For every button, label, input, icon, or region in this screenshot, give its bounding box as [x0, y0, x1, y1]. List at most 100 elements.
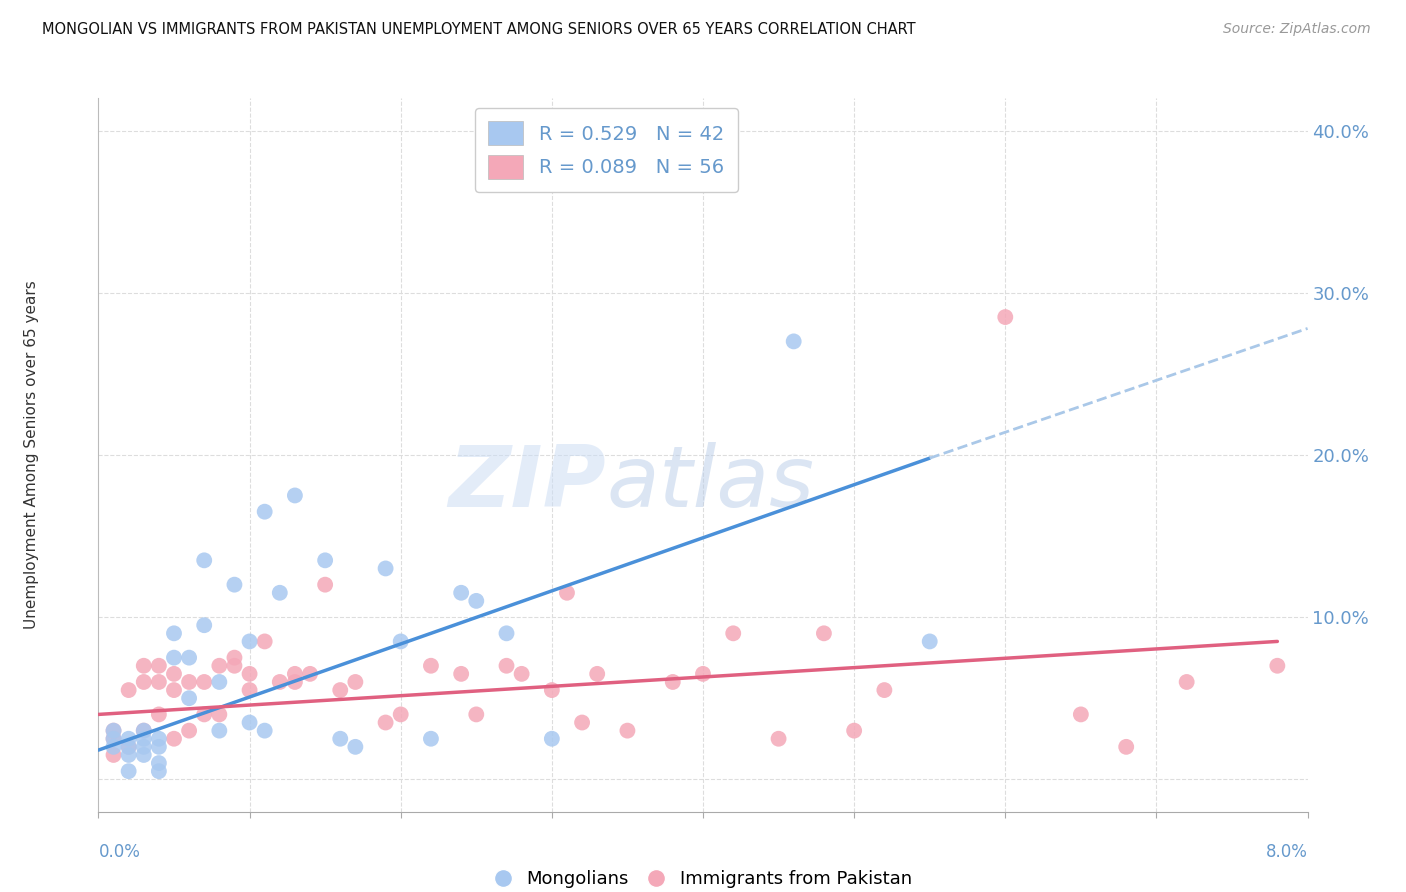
Point: [253, 634, 276, 648]
Point: [662, 675, 685, 690]
Point: [873, 683, 896, 698]
Point: [208, 658, 231, 673]
Point: [495, 626, 517, 640]
Point: [103, 747, 125, 762]
Point: [163, 731, 186, 746]
Point: [344, 739, 367, 754]
Point: [132, 658, 155, 673]
Point: [692, 666, 714, 681]
Point: [541, 731, 564, 746]
Point: [239, 634, 262, 648]
Point: [179, 723, 201, 738]
Point: [193, 553, 215, 567]
Point: [132, 747, 155, 762]
Point: [555, 586, 578, 600]
Point: [179, 691, 201, 706]
Point: [450, 666, 472, 681]
Point: [314, 577, 336, 591]
Point: [465, 707, 488, 722]
Point: [239, 715, 262, 730]
Point: [193, 707, 215, 722]
Point: [374, 715, 396, 730]
Point: [783, 334, 806, 349]
Point: [118, 731, 141, 746]
Point: [813, 626, 835, 640]
Point: [389, 707, 412, 722]
Point: [723, 626, 745, 640]
Text: MONGOLIAN VS IMMIGRANTS FROM PAKISTAN UNEMPLOYMENT AMONG SENIORS OVER 65 YEARS C: MONGOLIAN VS IMMIGRANTS FROM PAKISTAN UN…: [42, 22, 915, 37]
Point: [118, 764, 141, 779]
Point: [329, 683, 352, 698]
Point: [103, 731, 125, 746]
Point: [132, 739, 155, 754]
Point: [208, 723, 231, 738]
Text: Source: ZipAtlas.com: Source: ZipAtlas.com: [1223, 22, 1371, 37]
Point: [314, 553, 336, 567]
Point: [148, 731, 170, 746]
Point: [224, 650, 246, 665]
Point: [208, 707, 231, 722]
Point: [118, 739, 141, 754]
Point: [253, 723, 276, 738]
Point: [118, 747, 141, 762]
Point: [768, 731, 790, 746]
Point: [193, 675, 215, 690]
Point: [148, 756, 170, 770]
Point: [163, 683, 186, 698]
Point: [269, 586, 291, 600]
Point: [586, 666, 609, 681]
Point: [148, 739, 170, 754]
Point: [495, 658, 517, 673]
Point: [163, 626, 186, 640]
Point: [148, 707, 170, 722]
Point: [465, 594, 488, 608]
Point: [224, 577, 246, 591]
Point: [918, 634, 941, 648]
Point: [148, 764, 170, 779]
Point: [148, 675, 170, 690]
Point: [132, 723, 155, 738]
Point: [163, 666, 186, 681]
Text: 8.0%: 8.0%: [1265, 843, 1308, 861]
Point: [374, 561, 396, 575]
Legend: Mongolians, Immigrants from Pakistan: Mongolians, Immigrants from Pakistan: [486, 863, 920, 892]
Point: [253, 505, 276, 519]
Point: [329, 731, 352, 746]
Point: [284, 666, 307, 681]
Text: Unemployment Among Seniors over 65 years: Unemployment Among Seniors over 65 years: [24, 281, 39, 629]
Point: [269, 675, 291, 690]
Point: [179, 650, 201, 665]
Point: [239, 666, 262, 681]
Point: [344, 675, 367, 690]
Text: atlas: atlas: [606, 442, 814, 525]
Point: [163, 650, 186, 665]
Point: [1115, 739, 1137, 754]
Point: [450, 586, 472, 600]
Point: [844, 723, 866, 738]
Text: 0.0%: 0.0%: [98, 843, 141, 861]
Point: [132, 731, 155, 746]
Point: [118, 683, 141, 698]
Point: [571, 715, 593, 730]
Point: [420, 731, 443, 746]
Point: [224, 658, 246, 673]
Point: [103, 731, 125, 746]
Point: [132, 675, 155, 690]
Point: [299, 666, 322, 681]
Text: ZIP: ZIP: [449, 442, 606, 525]
Point: [994, 310, 1017, 324]
Point: [420, 658, 443, 673]
Point: [103, 723, 125, 738]
Point: [132, 723, 155, 738]
Point: [1175, 675, 1198, 690]
Point: [284, 675, 307, 690]
Point: [1070, 707, 1092, 722]
Point: [193, 618, 215, 632]
Point: [541, 683, 564, 698]
Point: [510, 666, 533, 681]
Point: [208, 675, 231, 690]
Point: [103, 723, 125, 738]
Point: [1267, 658, 1289, 673]
Point: [103, 739, 125, 754]
Point: [239, 683, 262, 698]
